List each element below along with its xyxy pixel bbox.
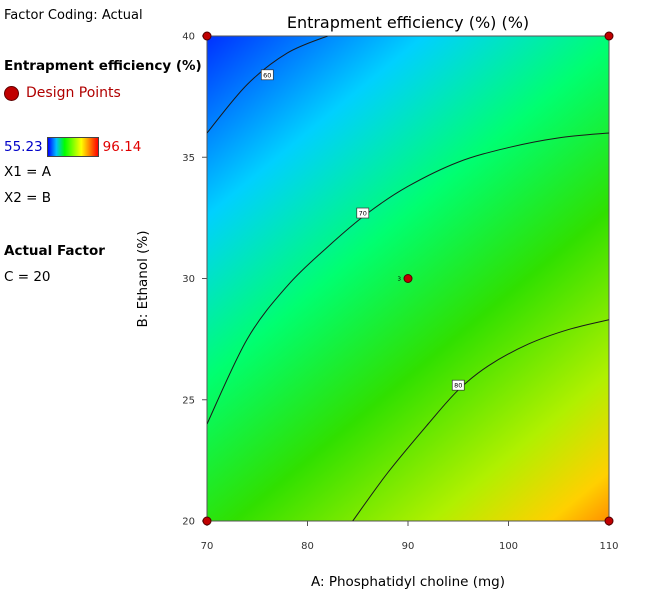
design-points-legend: Design Points — [4, 85, 121, 101]
design-point-1 — [604, 31, 614, 41]
y-tick-label-25: 25 — [182, 395, 195, 406]
actual-factor-value: C = 20 — [4, 269, 51, 285]
design-points-label: Design Points — [26, 85, 121, 101]
x-axis-label: A: Phosphatidyl choline (mg) — [311, 574, 505, 590]
y-tick-label-40: 40 — [182, 32, 195, 43]
scale-max-label: 96.14 — [102, 139, 142, 155]
contour-label-box-70 — [356, 207, 370, 219]
design-point-count-label: 3 — [398, 277, 402, 283]
actual-factor-title: Actual Factor — [4, 243, 105, 259]
contour-label-70: 70 — [359, 210, 367, 218]
response-title: Entrapment efficiency (%) (%) — [4, 58, 233, 74]
y-tick-label-30: 30 — [182, 274, 195, 285]
chart-title: Entrapment efficiency (%) (%) — [287, 13, 529, 32]
contour-label-80: 80 — [454, 382, 462, 390]
contour-label-box-80 — [451, 379, 465, 391]
design-point-0 — [202, 31, 212, 41]
x-tick-label-70: 70 — [201, 541, 214, 552]
x-tick-label-90: 90 — [402, 541, 415, 552]
y-axis-label: B: Ethanol (%) — [135, 231, 151, 328]
contour-label-box-60 — [260, 69, 274, 81]
x-tick-label-100: 100 — [499, 541, 518, 552]
design-point-3 — [604, 516, 614, 526]
contour-label-60: 60 — [263, 71, 271, 79]
y-tick-label-20: 20 — [182, 517, 195, 528]
contour-line-60 — [207, 36, 328, 134]
contour-line-70 — [207, 132, 609, 425]
factor-coding-label: Factor Coding: Actual — [4, 8, 143, 23]
x2-mapping: X2 = B — [4, 190, 51, 206]
design-point-2 — [202, 516, 212, 526]
x-tick-label-110: 110 — [599, 541, 618, 552]
x-tick-label-80: 80 — [301, 541, 314, 552]
y-tick-label-35: 35 — [182, 153, 195, 164]
color-scale: 55.23 96.14 — [4, 137, 141, 157]
scale-min-label: 55.23 — [4, 139, 43, 155]
x1-mapping: X1 = A — [4, 164, 51, 180]
design-point-4 — [403, 274, 413, 283]
color-scale-bar — [46, 137, 99, 157]
contour-line-80 — [352, 319, 609, 521]
design-point-dot-icon — [4, 85, 19, 101]
